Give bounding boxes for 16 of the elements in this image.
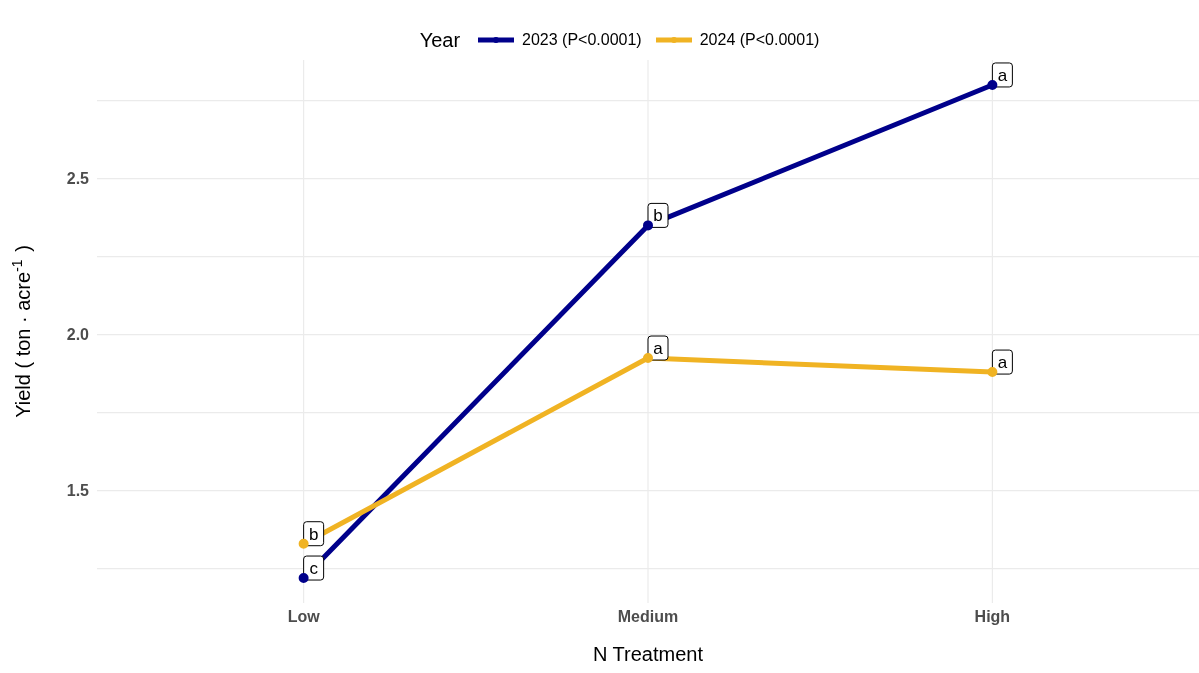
annotation: b: [308, 524, 319, 544]
x-tick-label: Medium: [617, 608, 679, 626]
y-tick-label: 2.0: [66, 326, 90, 344]
annotation: b: [653, 206, 663, 226]
x-axis-title: N Treatment: [592, 643, 704, 665]
y-tick-label: 1.5: [66, 482, 90, 500]
legend-label: 2024 (P<0.0001): [699, 31, 820, 49]
x-tick-label: Low: [287, 608, 321, 626]
legend-title: Year: [419, 28, 461, 52]
annotation: a: [997, 65, 1008, 85]
annotation: c: [309, 559, 319, 579]
annotation: a: [997, 353, 1008, 373]
legend-label: 2023 (P<0.0001): [522, 31, 642, 49]
x-tick-label: High: [974, 608, 1011, 626]
y-tick-label: 2.5: [66, 170, 90, 188]
annotation: a: [653, 339, 664, 359]
